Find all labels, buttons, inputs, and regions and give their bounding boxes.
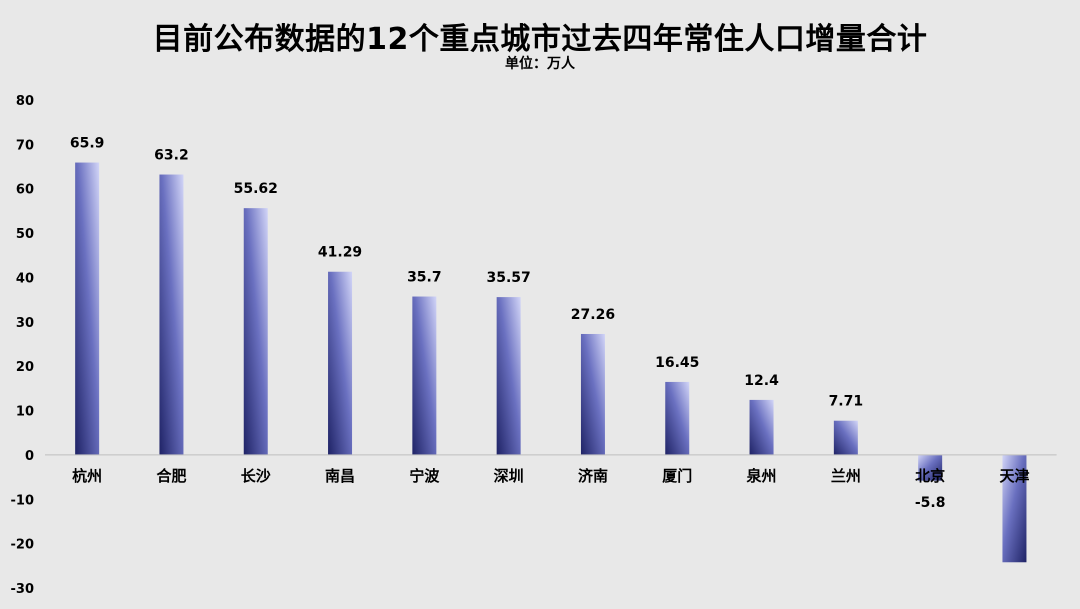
y-tick-label: 0 (25, 449, 34, 464)
data-label: 16.45 (655, 355, 699, 371)
x-tick-label: 深圳 (494, 467, 524, 485)
x-tick-label: 北京 (915, 467, 945, 485)
bar (580, 333, 605, 455)
chart-subtitle: 单位：万人 (505, 56, 575, 72)
data-label: 55.62 (234, 181, 278, 197)
y-tick-label: -10 (11, 493, 35, 508)
y-tick-label: 30 (16, 316, 34, 331)
x-tick-label: 天津 (999, 467, 1029, 485)
y-tick-label: 50 (16, 227, 34, 242)
x-tick-label: 杭州 (72, 467, 102, 485)
data-label: 12.4 (744, 373, 779, 389)
x-axis: 杭州 合肥 长沙 南昌 宁波 深圳 济南 厦门 泉州 兰州 北京 天津 (45, 454, 1057, 485)
x-tick-label: 长沙 (241, 467, 271, 485)
y-tick-label: 40 (16, 271, 34, 286)
x-tick-label: 兰州 (831, 467, 861, 485)
bar (749, 399, 774, 455)
bar (75, 162, 100, 455)
data-label: 41.29 (318, 245, 362, 261)
bar (1002, 454, 1027, 563)
bar (412, 296, 437, 455)
data-label: 7.71 (829, 394, 864, 410)
y-tick-label: -20 (11, 538, 35, 553)
x-tick-label: 泉州 (746, 467, 777, 485)
bar (918, 454, 943, 481)
bar (243, 208, 268, 455)
data-label: 35.57 (487, 270, 531, 286)
y-tick-label: -30 (11, 582, 35, 597)
y-tick-label: 80 (16, 94, 34, 109)
bar (833, 420, 858, 455)
bar (665, 381, 690, 455)
chart-title: 目前公布数据的12个重点城市过去四年常住人口增量合计 (152, 22, 928, 57)
bar (159, 174, 184, 455)
y-tick-label: 10 (16, 405, 34, 420)
x-tick-label: 宁波 (409, 467, 440, 485)
data-label: -5.8 (915, 495, 946, 511)
y-tick-label: 70 (16, 138, 34, 153)
y-tick-label: 20 (16, 360, 34, 375)
data-label: 27.26 (571, 307, 615, 323)
y-tick-label: 60 (16, 183, 34, 198)
data-label: 63.2 (154, 148, 189, 164)
x-tick-label: 合肥 (155, 467, 186, 485)
bar (496, 297, 521, 455)
x-tick-label: 南昌 (325, 467, 355, 485)
data-label: 35.7 (407, 270, 442, 286)
x-tick-label: 厦门 (662, 467, 692, 485)
x-tick-label: 济南 (578, 467, 608, 485)
bar (328, 271, 353, 455)
data-label: 65.9 (70, 136, 105, 152)
y-axis: 80 70 60 50 40 30 20 10 0 -10 -20 -30 (11, 94, 35, 597)
data-labels-group: 65.9 63.2 55.62 41.29 35.7 35.57 27.26 16.45 12.… (70, 136, 946, 511)
bars-group (75, 162, 1027, 563)
